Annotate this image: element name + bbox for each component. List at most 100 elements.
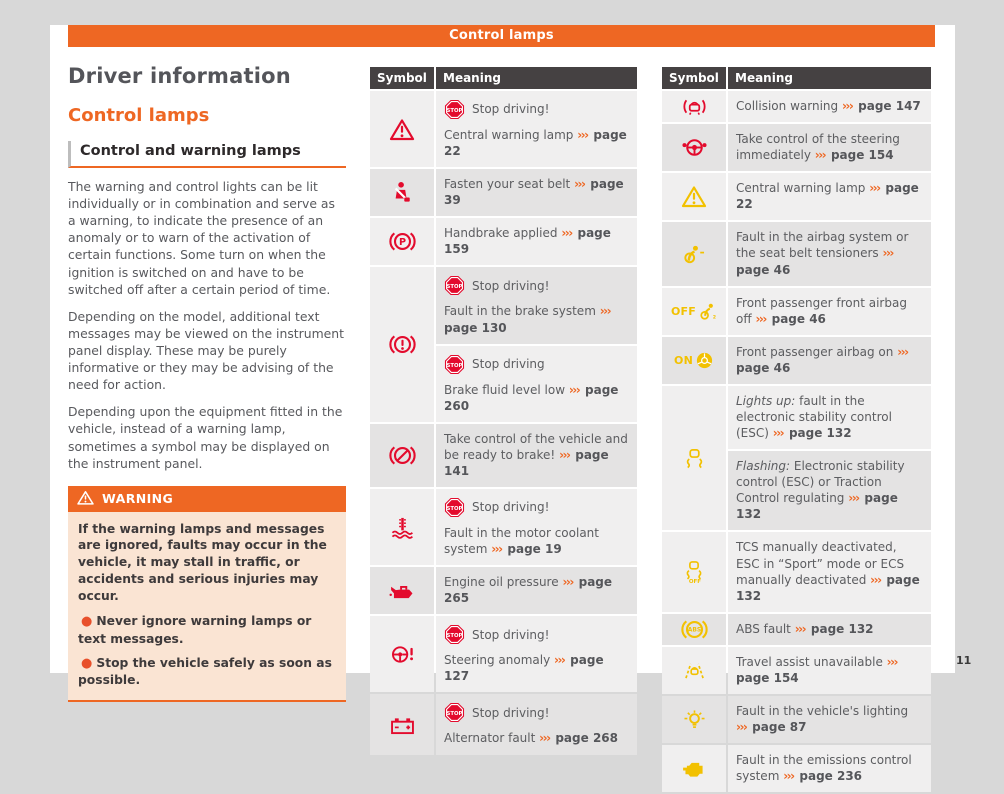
battery-alternator-icon bbox=[370, 694, 434, 755]
cross-reference-chevrons-icon: ››› bbox=[794, 621, 807, 636]
airbag-fault-icon bbox=[662, 222, 726, 286]
warning-text: If the warning lamps and messages are ig… bbox=[78, 521, 327, 603]
table-row: STOP Stop driving! Steering anomaly ››› pa… bbox=[370, 616, 637, 693]
meaning-text: TCS manually deactivated, ESC in “Sport”… bbox=[736, 540, 920, 603]
svg-text:OFF: OFF bbox=[689, 579, 701, 584]
page-reference: page 154 bbox=[736, 670, 799, 685]
page-reference: page 127 bbox=[444, 653, 604, 684]
brake-assist-icon bbox=[370, 423, 434, 488]
table-row: OFF 2 Front passenger front airbag off ›››… bbox=[662, 287, 931, 335]
steering-takeover-icon bbox=[662, 124, 726, 172]
stop-driving-note: STOP Stop driving bbox=[444, 354, 629, 375]
central-warning-yellow-icon bbox=[662, 173, 726, 221]
warning-bullet: ● Never ignore warning lamps or text mess… bbox=[78, 614, 312, 647]
meaning-text: Take control of the vehicle and be ready… bbox=[444, 431, 628, 478]
airbag-off-icon: OFF 2 bbox=[662, 287, 726, 335]
meaning-cell: Take control of the steering immediately… bbox=[728, 124, 931, 172]
page-reference: page 147 bbox=[858, 99, 921, 113]
stop-label: Stop driving! bbox=[472, 102, 550, 117]
meaning-cell: Take control of the vehicle and be ready… bbox=[436, 423, 637, 488]
control-lamps-table-left: Symbol Meaning STOP Stop driving! Central wa… bbox=[368, 65, 639, 757]
stop-driving-note: STOP Stop driving! bbox=[444, 497, 629, 518]
meaning-cell: STOP Stop driving! Steering anomaly ››› pa… bbox=[436, 616, 637, 693]
cross-reference-chevrons-icon: ››› bbox=[539, 731, 551, 746]
page-reference: page 159 bbox=[444, 226, 611, 257]
page-reference: page 132 bbox=[736, 572, 920, 603]
page-reference: page 22 bbox=[444, 128, 627, 159]
esc-icon bbox=[662, 385, 726, 531]
airbag-on-icon: ON bbox=[662, 336, 726, 384]
stop-label: Stop driving bbox=[472, 357, 545, 372]
control-lamps-table-right: Symbol Meaning Collision warning ››› page … bbox=[660, 65, 933, 794]
stop-label: Stop driving! bbox=[472, 705, 550, 720]
meaning-cell: Fault in the airbag system or the seat b… bbox=[728, 222, 931, 286]
meaning-text: Fault in the brake system ››› page 130 bbox=[444, 304, 612, 335]
stop-sign-icon: STOP bbox=[444, 624, 465, 645]
lighting-fault-icon bbox=[662, 696, 726, 744]
section-title: Control lamps bbox=[68, 105, 210, 126]
meaning-cell: Collision warning ››› page 147 bbox=[728, 91, 931, 123]
table-row: STOP Stop driving Brake fluid level low ››… bbox=[370, 345, 637, 422]
table-row: Take control of the vehicle and be ready… bbox=[370, 423, 637, 488]
collision-warning-icon bbox=[662, 91, 726, 123]
page-reference: page 130 bbox=[444, 320, 507, 335]
meaning-cell: Travel assist unavailable ››› page 154 bbox=[728, 646, 931, 695]
paragraph: Depending upon the equipment fitted in t… bbox=[68, 404, 343, 471]
cross-reference-chevrons-icon: ››› bbox=[870, 572, 882, 587]
cross-reference-chevrons-icon: ››› bbox=[554, 653, 566, 668]
meaning-column-header: Meaning bbox=[728, 67, 931, 89]
meaning-text: Front passenger airbag on ››› page 46 bbox=[736, 344, 909, 375]
warning-box: WARNING If the warning lamps and message… bbox=[68, 485, 346, 703]
meaning-cell: Handbrake applied ››› page 159 bbox=[436, 218, 637, 266]
page-reference: page 39 bbox=[444, 177, 624, 208]
warning-bullet: ● Stop the vehicle safely as soon as poss… bbox=[78, 655, 332, 688]
meaning-cell: Flashing: Electronic stability control (… bbox=[728, 451, 931, 531]
esc-off-icon: OFF bbox=[662, 532, 726, 612]
cross-reference-chevrons-icon: ››› bbox=[755, 311, 767, 326]
table-row: Fault in the airbag system or the seat b… bbox=[662, 222, 931, 286]
table-row: Lights up: fault in the electronic stabi… bbox=[662, 385, 931, 531]
cross-reference-chevrons-icon: ››› bbox=[599, 304, 612, 319]
svg-text:ABS: ABS bbox=[687, 627, 700, 634]
stop-sign-icon: STOP bbox=[444, 354, 465, 375]
handbrake-icon: P bbox=[370, 218, 434, 266]
manual-page: Control lamps Driver information Control… bbox=[50, 25, 955, 793]
cross-reference-chevrons-icon: ››› bbox=[886, 654, 899, 669]
chapter-title: Driver information bbox=[68, 64, 291, 88]
table-row: ON Front passenger airbag on ››› page 46 bbox=[662, 336, 931, 384]
stop-driving-note: STOP Stop driving! bbox=[444, 624, 629, 645]
cross-reference-chevrons-icon: ››› bbox=[841, 99, 854, 113]
page-number: 11 bbox=[956, 654, 972, 667]
page-reference: page 265 bbox=[444, 575, 613, 606]
symbol-meaning-table: Symbol Meaning Collision warning ››› page … bbox=[660, 65, 933, 794]
page-reference: page 22 bbox=[736, 181, 919, 212]
meaning-cell: STOP Stop driving! Fault in the motor cool… bbox=[436, 489, 637, 566]
cross-reference-chevrons-icon: ››› bbox=[869, 181, 881, 196]
table-row: Flashing: Electronic stability control (… bbox=[662, 451, 931, 531]
table-row: STOP Stop driving! Fault in the motor cool… bbox=[370, 489, 637, 566]
page-reference: page 132 bbox=[736, 491, 898, 522]
page-header-banner: Control lamps bbox=[68, 25, 935, 47]
meaning-cell: STOP Stop driving Brake fluid level low ››… bbox=[436, 345, 637, 422]
cross-reference-chevrons-icon: ››› bbox=[577, 128, 589, 142]
meaning-text: Lights up: fault in the electronic stabi… bbox=[736, 393, 892, 441]
cross-reference-chevrons-icon: ››› bbox=[559, 447, 571, 462]
cross-reference-chevrons-icon: ››› bbox=[562, 575, 574, 590]
table-row: Collision warning ››› page 147 bbox=[662, 91, 931, 123]
page-reference: page 141 bbox=[444, 447, 609, 478]
travel-assist-icon bbox=[662, 646, 726, 695]
meaning-cell: Fault in the vehicle's lighting ››› page… bbox=[728, 696, 931, 744]
svg-text:STOP: STOP bbox=[447, 506, 463, 512]
table-row: STOP Stop driving! Alternator fault ››› pa… bbox=[370, 694, 637, 755]
meaning-text: Travel assist unavailable ››› page 154 bbox=[736, 654, 899, 685]
stop-driving-note: STOP Stop driving! bbox=[444, 702, 629, 723]
meaning-text: Fault in the vehicle's lighting ››› page… bbox=[736, 704, 909, 735]
meaning-text: Alternator fault ››› page 268 bbox=[444, 731, 618, 746]
meaning-cell: Front passenger airbag on ››› page 46 bbox=[728, 336, 931, 384]
table-row: P Handbrake applied ››› page 159 bbox=[370, 218, 637, 266]
meaning-cell: TCS manually deactivated, ESC in “Sport”… bbox=[728, 532, 931, 612]
page-reference: page 236 bbox=[799, 769, 863, 784]
table-row: Fasten your seat belt ››› page 39 bbox=[370, 169, 637, 217]
cross-reference-chevrons-icon: ››› bbox=[814, 148, 827, 163]
left-text-column: Driver information Control lamps Control… bbox=[68, 55, 346, 703]
